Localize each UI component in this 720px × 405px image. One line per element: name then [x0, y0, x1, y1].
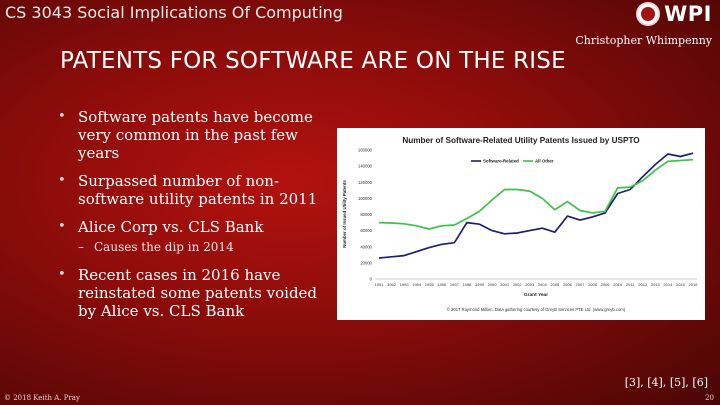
- x-axis-label: Grant Year: [524, 292, 548, 298]
- x-tick-label: 2014: [663, 282, 673, 287]
- y-tick-label: 0: [370, 277, 373, 282]
- x-tick-label: 1997: [450, 282, 460, 287]
- series-line: [378, 158, 694, 230]
- x-tick-label: 2004: [538, 282, 548, 287]
- logo-text: WPI: [664, 2, 712, 26]
- author-name: Christopher Whimpenny: [575, 34, 712, 47]
- x-tick-label: 2003: [525, 282, 535, 287]
- x-tick-label: 1999: [475, 282, 485, 287]
- sub-bullet-item: Causes the dip in 2014: [58, 240, 328, 254]
- x-tick-label: 1991: [375, 282, 385, 287]
- x-tick-label: 1994: [412, 282, 422, 287]
- bullet-item: Alice Corp vs. CLS Bank: [58, 218, 328, 236]
- seal-icon: [636, 2, 661, 26]
- x-tick-label: 2005: [550, 282, 560, 287]
- x-tick-label: 2013: [651, 282, 661, 287]
- course-title: CS 3043 Social Implications Of Computing: [5, 3, 343, 22]
- bullet-item: Surpassed number of non-software utility…: [58, 172, 328, 208]
- legend-entry: Software-Related: [483, 159, 519, 164]
- x-tick-label: 2001: [500, 282, 510, 287]
- wpi-logo: WPI: [636, 2, 712, 26]
- x-tick-label: 2002: [513, 282, 523, 287]
- bullet-item: Recent cases in 2016 have reinstated som…: [58, 266, 328, 320]
- y-tick-label: 160000: [358, 148, 373, 153]
- patent-chart: Number of Software-Related Utility Paten…: [337, 128, 705, 320]
- x-tick-label: 1992: [387, 282, 397, 287]
- x-tick-label: 2006: [563, 282, 573, 287]
- bullet-list: Software patents have become very common…: [58, 108, 328, 330]
- bullet-item: Software patents have become very common…: [58, 108, 328, 162]
- y-tick-label: 80000: [360, 212, 372, 217]
- y-tick-label: 60000: [360, 228, 372, 233]
- y-tick-label: 40000: [360, 244, 372, 249]
- x-tick-label: 2015: [676, 282, 686, 287]
- chart-svg: Number of Software-Related Utility Paten…: [342, 136, 699, 312]
- page-number: 20: [705, 394, 714, 402]
- x-tick-label: 2000: [488, 282, 498, 287]
- x-tick-label: 1993: [400, 282, 410, 287]
- x-tick-label: 2008: [588, 282, 598, 287]
- x-tick-label: 2007: [576, 282, 586, 287]
- references: [3], [4], [5], [6]: [624, 376, 708, 389]
- x-tick-label: 1996: [437, 282, 447, 287]
- x-tick-label: 2011: [626, 282, 635, 287]
- slide-title: PATENTS FOR SOFTWARE ARE ON THE RISE: [60, 48, 566, 74]
- x-tick-label: 2012: [638, 282, 648, 287]
- y-tick-label: 100000: [358, 196, 373, 201]
- x-tick-label: 2010: [613, 282, 623, 287]
- chart-title: Number of Software-Related Utility Paten…: [402, 136, 640, 145]
- legend-entry: All Other: [535, 159, 554, 164]
- chart-caption: © 2017 Raymond Millien. Data gathering c…: [447, 307, 626, 312]
- x-tick-label: 2009: [601, 282, 611, 287]
- y-tick-label: 120000: [358, 180, 373, 185]
- x-tick-label: 1998: [462, 282, 472, 287]
- y-axis-label: Number of Issued Utility Patents: [342, 180, 347, 248]
- x-tick-label: 2016: [689, 282, 699, 287]
- copyright: © 2018 Keith A. Pray: [4, 394, 80, 402]
- y-tick-label: 20000: [360, 260, 372, 265]
- y-tick-label: 140000: [358, 164, 373, 169]
- series-line: [378, 152, 694, 259]
- x-tick-label: 1995: [425, 282, 435, 287]
